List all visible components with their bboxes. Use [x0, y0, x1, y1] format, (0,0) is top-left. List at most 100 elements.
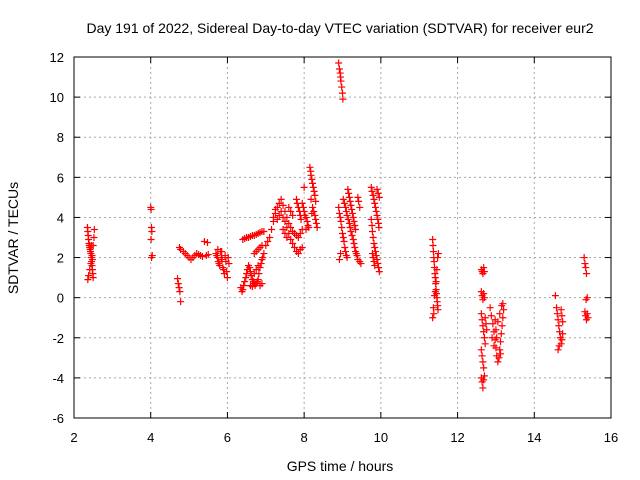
data-point [302, 213, 310, 221]
data-point [429, 304, 437, 312]
data-point [581, 260, 589, 268]
data-point [348, 209, 356, 217]
data-point [346, 197, 354, 205]
data-point [497, 330, 505, 338]
data-point [147, 236, 155, 244]
data-point [480, 376, 488, 384]
data-point [347, 227, 355, 235]
data-point [242, 274, 250, 282]
data-point [371, 199, 379, 207]
data-point [289, 240, 297, 248]
data-point [262, 242, 270, 250]
data-point [497, 338, 505, 346]
data-point [254, 262, 262, 270]
y-tick-label: 10 [50, 90, 64, 105]
data-point [339, 229, 346, 237]
data-point [368, 250, 376, 258]
data-point [350, 217, 358, 225]
data-point [498, 322, 506, 330]
data-point [374, 189, 382, 197]
data-point [283, 234, 291, 241]
data-point [335, 209, 343, 217]
data-point [335, 256, 343, 264]
data-point [583, 294, 591, 302]
data-point [480, 290, 488, 298]
data-point [299, 203, 307, 211]
data-point [551, 292, 559, 300]
y-tick-label: 8 [57, 130, 64, 145]
data-point [554, 346, 562, 354]
data-point [224, 254, 232, 262]
x-tick-label: 2 [70, 430, 77, 445]
data-point [492, 326, 500, 334]
data-point [493, 334, 501, 342]
data-point [431, 288, 439, 296]
data-point [339, 95, 347, 103]
x-tick-label: 12 [450, 430, 464, 445]
data-point [348, 205, 356, 213]
data-point [307, 195, 315, 203]
x-tick-label: 6 [224, 430, 231, 445]
data-point [298, 244, 306, 252]
data-point [342, 203, 350, 211]
data-point [148, 252, 156, 260]
data-point [554, 316, 562, 324]
data-point [147, 205, 155, 213]
data-point [88, 256, 96, 264]
data-point [254, 276, 262, 284]
data-point [584, 314, 592, 322]
data-point [214, 246, 222, 254]
data-point [582, 270, 590, 278]
data-point [218, 256, 226, 264]
data-point [480, 294, 488, 302]
data-point [279, 225, 287, 233]
data-point [559, 318, 567, 326]
data-point [338, 83, 346, 91]
data-point [429, 242, 437, 250]
data-point [348, 231, 356, 239]
data-point [84, 276, 92, 284]
data-point [248, 283, 256, 291]
data-point [90, 225, 98, 233]
data-point [349, 236, 357, 244]
data-point [294, 250, 302, 258]
data-point [306, 163, 314, 171]
data-point [87, 260, 95, 268]
y-tick-label: -6 [52, 411, 64, 426]
data-point [300, 183, 308, 191]
data-point [354, 193, 362, 201]
data-point [434, 306, 442, 314]
data-point [174, 275, 182, 283]
data-point [264, 238, 272, 246]
data-point [287, 236, 295, 244]
data-point [336, 213, 344, 221]
chart-title: Day 191 of 2022, Sidereal Day-to-day VTE… [86, 20, 593, 36]
data-point [335, 65, 343, 73]
data-point [344, 215, 352, 223]
data-point [477, 310, 485, 318]
data-point [223, 268, 231, 276]
data-point [312, 219, 320, 227]
data-point [275, 211, 283, 219]
data-point [479, 384, 487, 392]
data-point [174, 280, 182, 288]
data-point [431, 274, 439, 282]
data-point [370, 195, 378, 203]
data-point [351, 221, 359, 229]
data-point [375, 223, 383, 231]
data-point [308, 175, 316, 183]
data-point [345, 193, 353, 201]
data-point [340, 199, 348, 207]
data-point [260, 250, 268, 258]
axis-tick-labels: 2 4 6 8 10 12 14 16 -6 -4 -2 0 2 4 6 8 10 12 [50, 50, 619, 445]
data-point [337, 250, 345, 258]
data-point [218, 248, 226, 256]
data-point [342, 207, 350, 215]
data-point [583, 310, 591, 318]
data-point [429, 236, 437, 244]
data-point [370, 258, 378, 266]
x-tick-label: 16 [604, 430, 618, 445]
y-tick-label: 2 [57, 251, 64, 266]
data-point [310, 187, 318, 195]
data-point [239, 286, 247, 294]
